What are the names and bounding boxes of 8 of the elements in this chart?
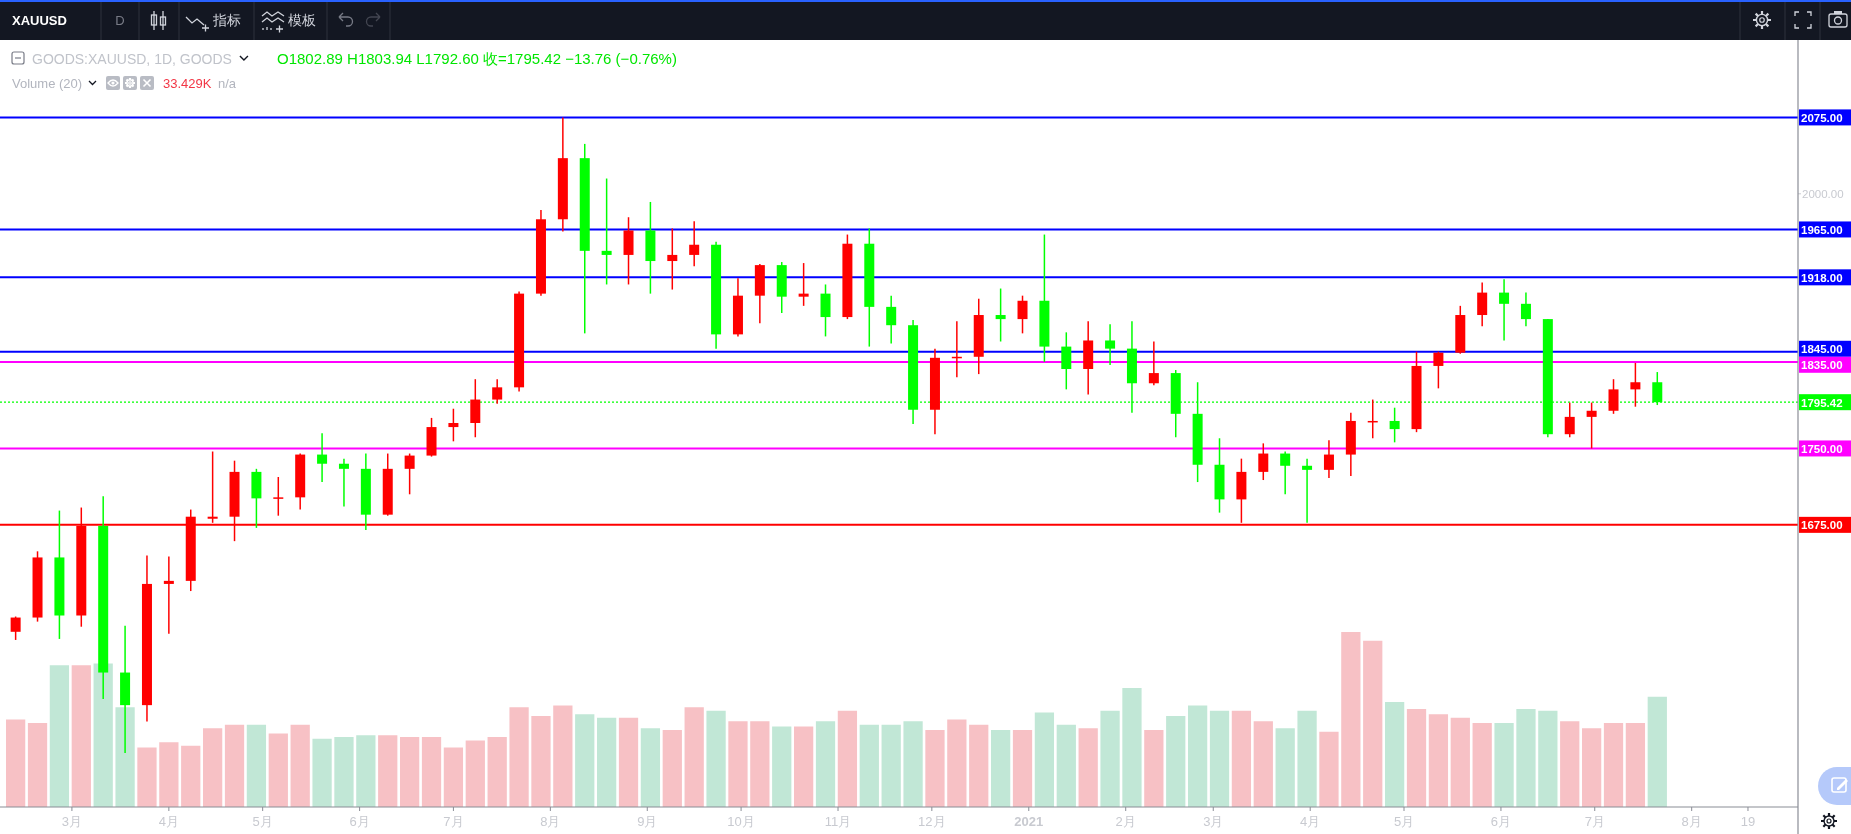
annotation: 33.429K xyxy=(163,76,212,91)
annotation: 指标 xyxy=(213,12,241,28)
annotation: D xyxy=(115,13,125,28)
title: GOODS:XAUUSD, 1D, GOODS xyxy=(32,50,232,67)
annotation: n/a xyxy=(218,76,237,91)
annotation: 模板 xyxy=(288,12,316,28)
subtitle: O1802.89 H1803.94 L1792.60 收=1795.42 −13.76 (−0.76%) xyxy=(277,49,677,67)
annotation: XAUUSD xyxy=(12,13,67,28)
